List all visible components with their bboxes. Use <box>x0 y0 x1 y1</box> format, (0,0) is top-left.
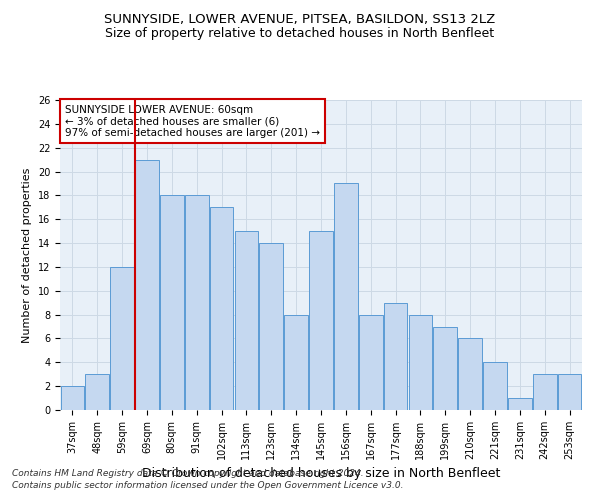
Bar <box>110 267 134 410</box>
Text: SUNNYSIDE, LOWER AVENUE, PITSEA, BASILDON, SS13 2LZ: SUNNYSIDE, LOWER AVENUE, PITSEA, BASILDO… <box>104 12 496 26</box>
X-axis label: Distribution of detached houses by size in North Benfleet: Distribution of detached houses by size … <box>142 468 500 480</box>
Bar <box>210 208 233 410</box>
Bar <box>334 184 358 410</box>
Bar <box>533 374 557 410</box>
Bar <box>359 314 383 410</box>
Bar <box>259 243 283 410</box>
Bar <box>433 326 457 410</box>
Bar <box>235 231 258 410</box>
Bar <box>185 196 209 410</box>
Bar <box>160 196 184 410</box>
Bar <box>384 302 407 410</box>
Bar <box>409 314 432 410</box>
Bar <box>309 231 333 410</box>
Text: Contains HM Land Registry data © Crown copyright and database right 2024.: Contains HM Land Registry data © Crown c… <box>12 468 364 477</box>
Bar <box>85 374 109 410</box>
Bar <box>284 314 308 410</box>
Y-axis label: Number of detached properties: Number of detached properties <box>22 168 32 342</box>
Bar <box>135 160 159 410</box>
Text: Size of property relative to detached houses in North Benfleet: Size of property relative to detached ho… <box>106 28 494 40</box>
Text: Contains public sector information licensed under the Open Government Licence v3: Contains public sector information licen… <box>12 481 404 490</box>
Text: SUNNYSIDE LOWER AVENUE: 60sqm
← 3% of detached houses are smaller (6)
97% of sem: SUNNYSIDE LOWER AVENUE: 60sqm ← 3% of de… <box>65 104 320 138</box>
Bar <box>483 362 507 410</box>
Bar <box>61 386 84 410</box>
Bar <box>458 338 482 410</box>
Bar <box>508 398 532 410</box>
Bar <box>558 374 581 410</box>
